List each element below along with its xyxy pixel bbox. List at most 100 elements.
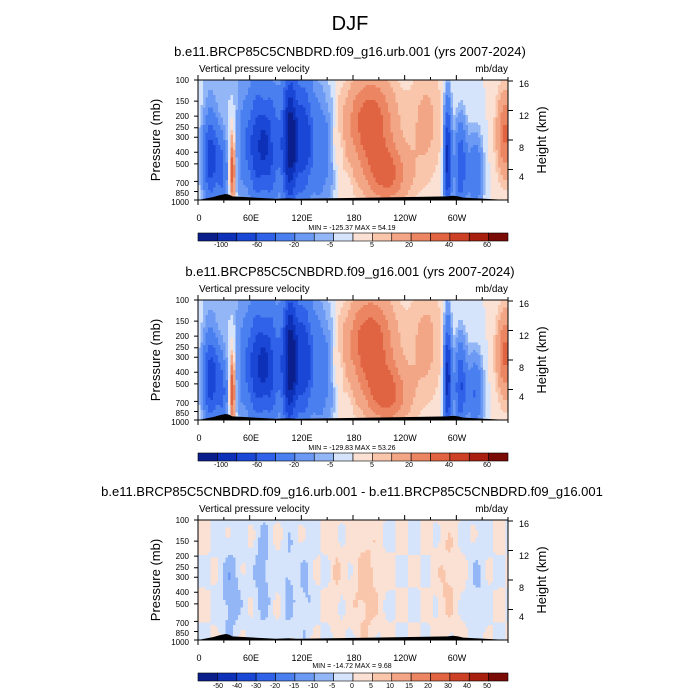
panel-1-cell: [338, 80, 341, 83]
panel-1-cell: [198, 175, 201, 178]
panel-1-cell: [330, 157, 334, 161]
panel-1-cell: [395, 160, 399, 163]
panel-1-cell: [348, 132, 351, 136]
panel-1-cell: [300, 172, 304, 176]
panel-1-cell: [420, 105, 424, 108]
panel-1-cell: [310, 122, 314, 126]
panel-1-cell: [373, 142, 376, 146]
panel-1-cell: [400, 100, 404, 103]
panel-1-cell: [383, 167, 386, 171]
panel-1-cell: [430, 162, 434, 166]
panel-1-cell: [410, 140, 414, 143]
panel-1-cell: [318, 80, 321, 83]
panel-1-cell: [450, 162, 454, 166]
panel-1-cell: [470, 155, 474, 158]
panel-1-cell: [318, 142, 321, 146]
panel-1-cell: [253, 157, 256, 161]
panel-1-cell: [455, 112, 459, 116]
panel-1-cell: [215, 82, 219, 86]
panel-1-cell: [483, 170, 486, 173]
panel-1-cell: [458, 145, 461, 148]
panel-1-cell: [338, 145, 341, 148]
panel-1-cell: [433, 132, 436, 136]
panel-1-cell: [488, 160, 491, 163]
panel-1-cell: [443, 105, 446, 108]
panel-1-cell: [198, 125, 201, 128]
panel-1-cell: [440, 127, 444, 131]
panel-1-cell: [268, 107, 271, 111]
panel-1-cell: [318, 95, 321, 98]
panel-1-cell: [440, 170, 444, 173]
panel-1-cell: [248, 122, 251, 126]
panel-1-cell: [345, 150, 349, 153]
panel-1-cell: [258, 147, 261, 151]
panel-1-cell: [420, 80, 424, 83]
panel-1-cell: [500, 140, 504, 143]
panel-1-cell: [343, 120, 346, 123]
panel-1-cell: [465, 157, 469, 161]
panel-1-cell: [500, 165, 504, 168]
panel-1-cell: [268, 145, 271, 148]
panel-1-cell: [298, 160, 301, 163]
panel-1-cell: [300, 107, 304, 111]
panel-1-cell: [303, 105, 306, 108]
panel-1-cell: [348, 175, 351, 178]
panel-3-p-tick-100: 100: [176, 516, 190, 525]
panel-1-cell: [475, 105, 479, 108]
panel-1-cell: [465, 85, 469, 88]
panel-1-cell: [338, 172, 341, 176]
panel-1-cell: [388, 112, 391, 116]
panel-3-x-tick-120E: 120E: [291, 653, 312, 663]
panel-1-cell: [470, 125, 474, 128]
panel-1-cell: [365, 107, 369, 111]
panel-1-cell: [448, 147, 451, 151]
panel-1-cell: [200, 100, 204, 103]
panel-1-cell: [348, 102, 351, 106]
panel-1-cell: [278, 92, 281, 96]
panel-1-cell: [405, 175, 409, 178]
panel-1-cell: [450, 167, 454, 171]
panel-1-cell: [488, 140, 491, 143]
panel-1-cell: [200, 117, 204, 121]
panel-1-cell: [413, 125, 416, 128]
panel-1-cell: [303, 155, 306, 158]
panel-1-cell: [383, 102, 386, 106]
panel-1-cell: [260, 147, 264, 151]
panel-1-cell: [345, 80, 349, 83]
panel-1-cell: [248, 172, 251, 176]
panel-1-cell: [383, 90, 386, 93]
panel-1-cell: [503, 95, 506, 98]
panel-1-cell: [355, 122, 359, 126]
panel-1-cell: [505, 110, 509, 113]
panel-1-cell: [268, 170, 271, 173]
panel-1-cell: [278, 125, 281, 128]
panel-1-cell: [505, 97, 509, 101]
panel-1-cell: [493, 132, 496, 136]
panel-1-cell: [430, 100, 434, 103]
panel-1-cell: [310, 115, 314, 118]
panel-1-cell: [223, 82, 226, 86]
panel-1-cell: [390, 145, 394, 148]
panel-1-cell: [420, 160, 424, 163]
panel-1-cell: [308, 162, 311, 166]
panel-1-cell: [220, 172, 224, 176]
panel-1-cell: [288, 95, 291, 98]
panel-1-cell: [443, 112, 446, 116]
panel-1-cell: [378, 147, 381, 151]
panel-1-cell: [230, 102, 234, 106]
panel-1-cell: [345, 120, 349, 123]
panel-1-cell: [493, 165, 496, 168]
panel-1-cell: [423, 130, 426, 133]
panel-1-cell: [275, 170, 279, 173]
panel-1-cell: [248, 152, 251, 156]
panel-1-cell: [400, 162, 404, 166]
panel-1-cell: [480, 125, 484, 128]
panel-1-cell: [388, 87, 391, 91]
panel-1-cell: [368, 167, 371, 171]
panel-1-cell: [433, 115, 436, 118]
panel-1-cell: [445, 82, 449, 86]
panel-1-cell: [250, 102, 254, 106]
panel-1-cell: [323, 160, 326, 163]
panel-1-cell: [490, 155, 494, 158]
panel-1-cell: [470, 145, 474, 148]
